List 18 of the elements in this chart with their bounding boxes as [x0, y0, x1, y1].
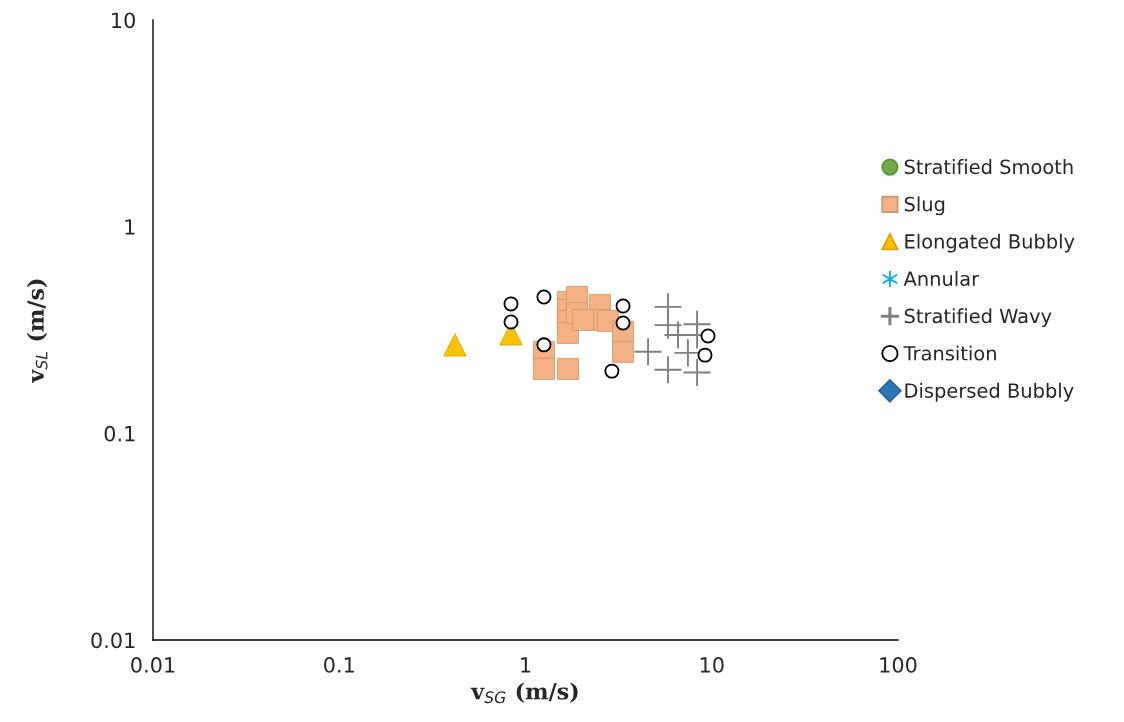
- legend-label: Dispersed Bubbly: [905, 382, 1074, 402]
- legend-label: Elongated Bubbly: [905, 233, 1075, 253]
- x-tick-label: 100: [880, 657, 917, 673]
- y-axis-title: v$_{SL}$ (m/s): [26, 279, 48, 384]
- y-tick-label: 1: [125, 219, 135, 235]
- y-tick-label: 10: [112, 12, 135, 29]
- y-tick-label: 0.01: [91, 632, 135, 649]
- x-tick-label: 10: [700, 657, 724, 673]
- x-tick-label: 0.1: [324, 657, 354, 673]
- legend-label: Stratified Wavy: [904, 308, 1052, 328]
- x-axis-title: v$_{SG}$ (m/s): [470, 682, 578, 704]
- legend-label: Annular: [903, 270, 980, 287]
- x-tick-label: 0.01: [131, 657, 175, 673]
- x-tick-label: 1: [521, 657, 531, 673]
- legend-label: Slug: [904, 196, 945, 216]
- legend-label: Stratified Smooth: [904, 159, 1073, 175]
- legend-label: Transition: [903, 345, 996, 361]
- y-tick-label: 0.1: [104, 425, 135, 442]
